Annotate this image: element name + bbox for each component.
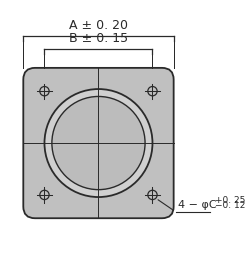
Text: +0. 25: +0. 25: [215, 196, 245, 205]
Circle shape: [40, 190, 49, 200]
Text: 4 − φC: 4 − φC: [178, 200, 217, 210]
Circle shape: [40, 87, 49, 96]
Circle shape: [148, 190, 157, 200]
Text: −0. 12: −0. 12: [215, 200, 245, 210]
Circle shape: [45, 89, 152, 197]
Text: B ± 0. 15: B ± 0. 15: [69, 32, 128, 45]
Circle shape: [52, 97, 145, 190]
Circle shape: [148, 87, 157, 96]
Text: A ± 0. 20: A ± 0. 20: [69, 19, 128, 32]
FancyBboxPatch shape: [23, 68, 174, 218]
